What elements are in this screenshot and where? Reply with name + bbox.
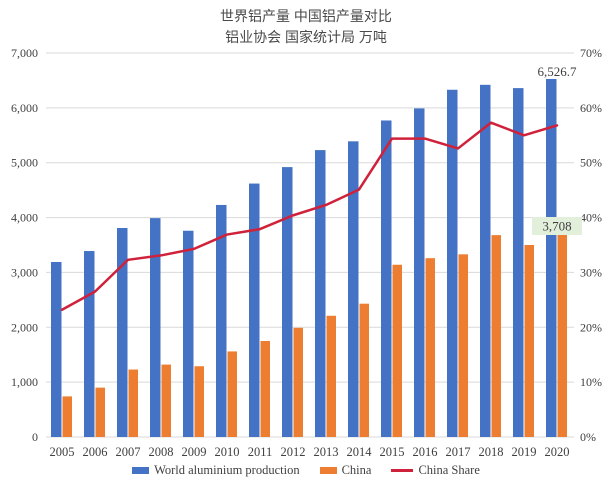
x-axis-label: 2005 (50, 445, 75, 459)
bar-china-2011 (260, 341, 270, 437)
legend-label-world: World aluminium production (154, 463, 300, 477)
bar-china-2018 (491, 235, 501, 437)
y-axis-tick-label: 1,000 (11, 375, 38, 389)
y-axis-tick-label: 7,000 (11, 46, 38, 60)
bar-world-2017 (447, 89, 458, 438)
chart-legend: World aluminium production China China S… (0, 463, 612, 478)
bar-world-2012 (282, 167, 293, 438)
legend-item-world: World aluminium production (132, 463, 300, 478)
bar-world-2013 (315, 150, 326, 437)
china-bar-swatch-icon (319, 467, 337, 474)
y2-axis-tick-label: 60% (580, 101, 602, 115)
x-axis-label: 2008 (149, 445, 174, 459)
legend-item-china: China (319, 463, 372, 478)
y-axis-tick-label: 0 (32, 430, 38, 444)
bar-world-2006 (84, 251, 95, 437)
x-axis-label: 2007 (116, 445, 141, 459)
y2-axis-tick-label: 20% (580, 320, 602, 334)
bar-china-2013 (326, 315, 336, 437)
x-axis-label: 2017 (446, 445, 471, 459)
y-axis-tick-label: 5,000 (11, 156, 38, 170)
data-label-world-2020: 6,526.7 (538, 64, 578, 79)
legend-label-china: China (341, 463, 372, 477)
bar-world-2009 (183, 230, 194, 437)
bar-china-2015 (392, 264, 402, 437)
bar-world-2007 (117, 227, 128, 437)
x-axis-label: 2018 (479, 445, 504, 459)
x-axis-label: 2016 (413, 445, 438, 459)
bar-world-2014 (348, 141, 359, 437)
bar-china-2008 (161, 364, 171, 437)
bar-china-2005 (62, 396, 72, 437)
bar-world-2019 (513, 88, 524, 437)
chart-subtitle: 铝业协会 国家统计局 万吨 (225, 29, 387, 45)
bar-china-2016 (425, 258, 435, 437)
combo-chart: 0 1,000 2,000 3,000 4,000 5,000 6,000 7,000 0% 10… (11, 46, 602, 459)
y-axis-tick-label: 3,000 (11, 265, 38, 279)
legend-item-share: China Share (391, 463, 480, 478)
bar-china-2020 (557, 233, 567, 437)
x-axis-label: 2014 (347, 445, 373, 459)
x-axis-label: 2015 (380, 445, 405, 459)
x-axis-label: 2006 (83, 445, 108, 459)
bar-china-2017 (458, 254, 468, 437)
y2-axis-tick-label: 40% (580, 211, 602, 225)
x-axis-label: 2019 (512, 445, 537, 459)
china-share-line (60, 121, 559, 311)
y2-axis-tick-label: 0% (580, 430, 596, 444)
bar-china-2006 (95, 387, 105, 437)
world-bar-swatch-icon (132, 467, 150, 474)
bar-world-2020 (546, 78, 557, 438)
y2-axis-tick-label: 10% (580, 375, 602, 389)
bar-world-2010 (216, 204, 227, 437)
x-axis-label: 2012 (281, 445, 306, 459)
x-axis-label: 2010 (215, 445, 240, 459)
y-axis-tick-label: 4,000 (11, 211, 38, 225)
y2-axis-tick-label: 30% (580, 265, 602, 279)
bar-china-2012 (293, 327, 303, 437)
bar-world-2016 (414, 108, 425, 438)
bar-world-2018 (480, 84, 491, 438)
bar-china-2009 (194, 366, 204, 437)
bar-china-2019 (524, 245, 534, 437)
chart-title: 世界铝产量 中国铝产量对比 (220, 8, 392, 24)
x-axis-label: 2020 (545, 445, 570, 459)
x-axis-label: 2011 (248, 445, 273, 459)
data-label-china-2020: 3,708 (542, 219, 571, 234)
x-axis-label: 2013 (314, 445, 339, 459)
y-axis-tick-label: 2,000 (11, 320, 38, 334)
legend-label-share: China Share (418, 463, 480, 477)
bar-china-2007 (128, 369, 138, 437)
bar-china-2014 (359, 303, 369, 437)
data-label-china-2020-box (532, 217, 582, 235)
bar-world-2015 (381, 120, 392, 437)
bar-world-2008 (150, 218, 161, 437)
x-axis-label: 2009 (182, 445, 207, 459)
bar-world-2011 (249, 183, 260, 437)
bar-china-2010 (227, 351, 237, 437)
y2-axis-tick-label: 70% (580, 46, 602, 60)
y2-axis-tick-label: 50% (580, 156, 602, 170)
y-axis-tick-label: 6,000 (11, 101, 38, 115)
bar-world-2005 (51, 262, 62, 437)
share-line-swatch-icon (391, 469, 414, 472)
